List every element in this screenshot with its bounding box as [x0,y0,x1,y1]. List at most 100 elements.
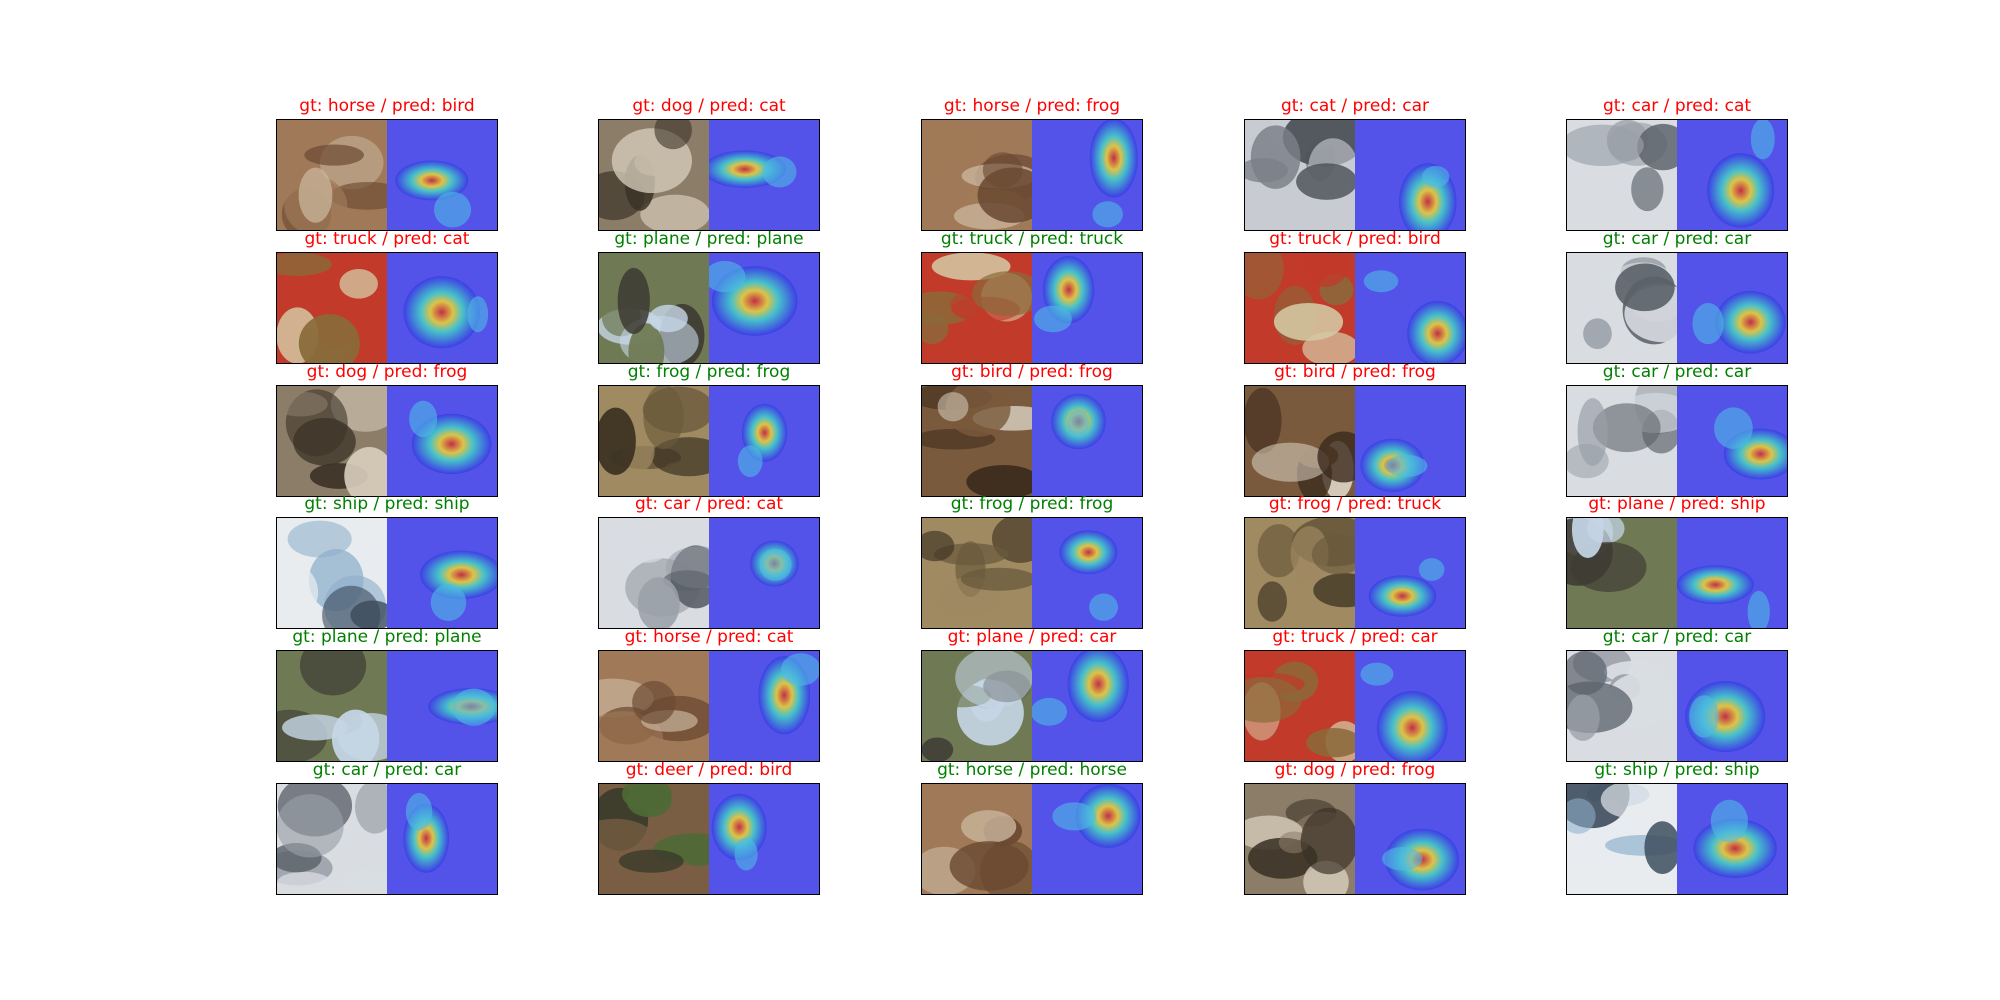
panel-title: gt: truck / pred: cat [304,229,470,249]
image-pair [1244,385,1466,497]
input-image [599,518,709,628]
image-pair [276,650,498,762]
image-pair [1244,783,1466,895]
input-image [599,120,709,230]
input-image [599,253,709,363]
panel-title: gt: horse / pred: cat [624,627,794,647]
input-image [1567,253,1677,363]
panel-title: gt: plane / pred: plane [292,627,482,647]
heatmap-overlay [1355,518,1465,628]
panel-title: gt: cat / pred: car [1280,96,1430,116]
heatmap-overlay [387,651,497,761]
heatmap-overlay [1032,253,1142,363]
heatmap-overlay [387,386,497,496]
image-pair [276,783,498,895]
input-image [1245,253,1355,363]
image-pair [1566,252,1788,364]
heatmap-overlay [1032,386,1142,496]
image-pair [598,385,820,497]
heatmap-overlay [1355,120,1465,230]
image-pair [276,119,498,231]
heatmap-overlay [1677,784,1787,894]
heatmap-overlay [709,518,819,628]
input-image [922,784,1032,894]
image-pair [1566,650,1788,762]
input-image [1245,784,1355,894]
panel-title: gt: car / pred: car [312,760,462,780]
heatmap-overlay [1677,386,1787,496]
panel-title: gt: car / pred: cat [634,494,784,514]
heatmap-overlay [387,253,497,363]
panel-title: gt: truck / pred: bird [1269,229,1441,249]
panel-title: gt: truck / pred: truck [940,229,1124,249]
image-pair [921,783,1143,895]
input-image [1567,120,1677,230]
image-pair [598,783,820,895]
input-image [277,386,387,496]
input-image [599,651,709,761]
image-pair [276,385,498,497]
heatmap-overlay [1355,784,1465,894]
input-image [1567,651,1677,761]
panel-title: gt: ship / pred: ship [304,494,470,514]
panel-title: gt: horse / pred: frog [943,96,1121,116]
input-image [922,651,1032,761]
input-image [1567,518,1677,628]
input-image [922,253,1032,363]
image-pair [1566,783,1788,895]
panel-title: gt: horse / pred: horse [937,760,1127,780]
input-image [1245,518,1355,628]
input-image [1567,784,1677,894]
input-image [277,120,387,230]
panel-title: gt: bird / pred: frog [951,362,1113,382]
image-pair [598,119,820,231]
panel-title: gt: dog / pred: frog [306,362,468,382]
image-pair [1566,517,1788,629]
heatmap-overlay [1032,120,1142,230]
image-pair [921,119,1143,231]
heatmap-overlay [709,120,819,230]
image-pair [921,517,1143,629]
heatmap-overlay [387,784,497,894]
panel-title: gt: frog / pred: frog [950,494,1114,514]
heatmap-overlay [387,518,497,628]
input-image [1245,651,1355,761]
image-pair [598,252,820,364]
image-pair [276,252,498,364]
image-pair [921,252,1143,364]
input-image [1567,386,1677,496]
image-pair [1566,385,1788,497]
image-pair [1244,517,1466,629]
input-image [277,253,387,363]
panel-title: gt: frog / pred: truck [1268,494,1442,514]
heatmap-overlay [709,784,819,894]
panel-title: gt: dog / pred: frog [1274,760,1436,780]
heatmap-overlay [1677,518,1787,628]
heatmap-overlay [1032,518,1142,628]
panel-title: gt: truck / pred: car [1272,627,1438,647]
input-image [599,784,709,894]
heatmap-overlay [1355,651,1465,761]
panel-title: gt: ship / pred: ship [1594,760,1760,780]
heatmap-overlay [387,120,497,230]
heatmap-overlay [1355,386,1465,496]
panel-title: gt: car / pred: car [1602,229,1752,249]
panel-title: gt: frog / pred: frog [627,362,791,382]
image-pair [598,650,820,762]
panel-title: gt: plane / pred: car [947,627,1117,647]
panel-title: gt: car / pred: car [1602,362,1752,382]
input-image [922,518,1032,628]
panel-title: gt: deer / pred: bird [625,760,793,780]
panel-title: gt: bird / pred: frog [1274,362,1436,382]
image-pair [276,517,498,629]
image-pair [1244,650,1466,762]
heatmap-overlay [1677,120,1787,230]
image-pair [598,517,820,629]
input-image [922,386,1032,496]
panel-title: gt: dog / pred: cat [632,96,786,116]
image-pair [921,650,1143,762]
panel-title: gt: car / pred: cat [1602,96,1752,116]
input-image [599,386,709,496]
heatmap-overlay [1355,253,1465,363]
